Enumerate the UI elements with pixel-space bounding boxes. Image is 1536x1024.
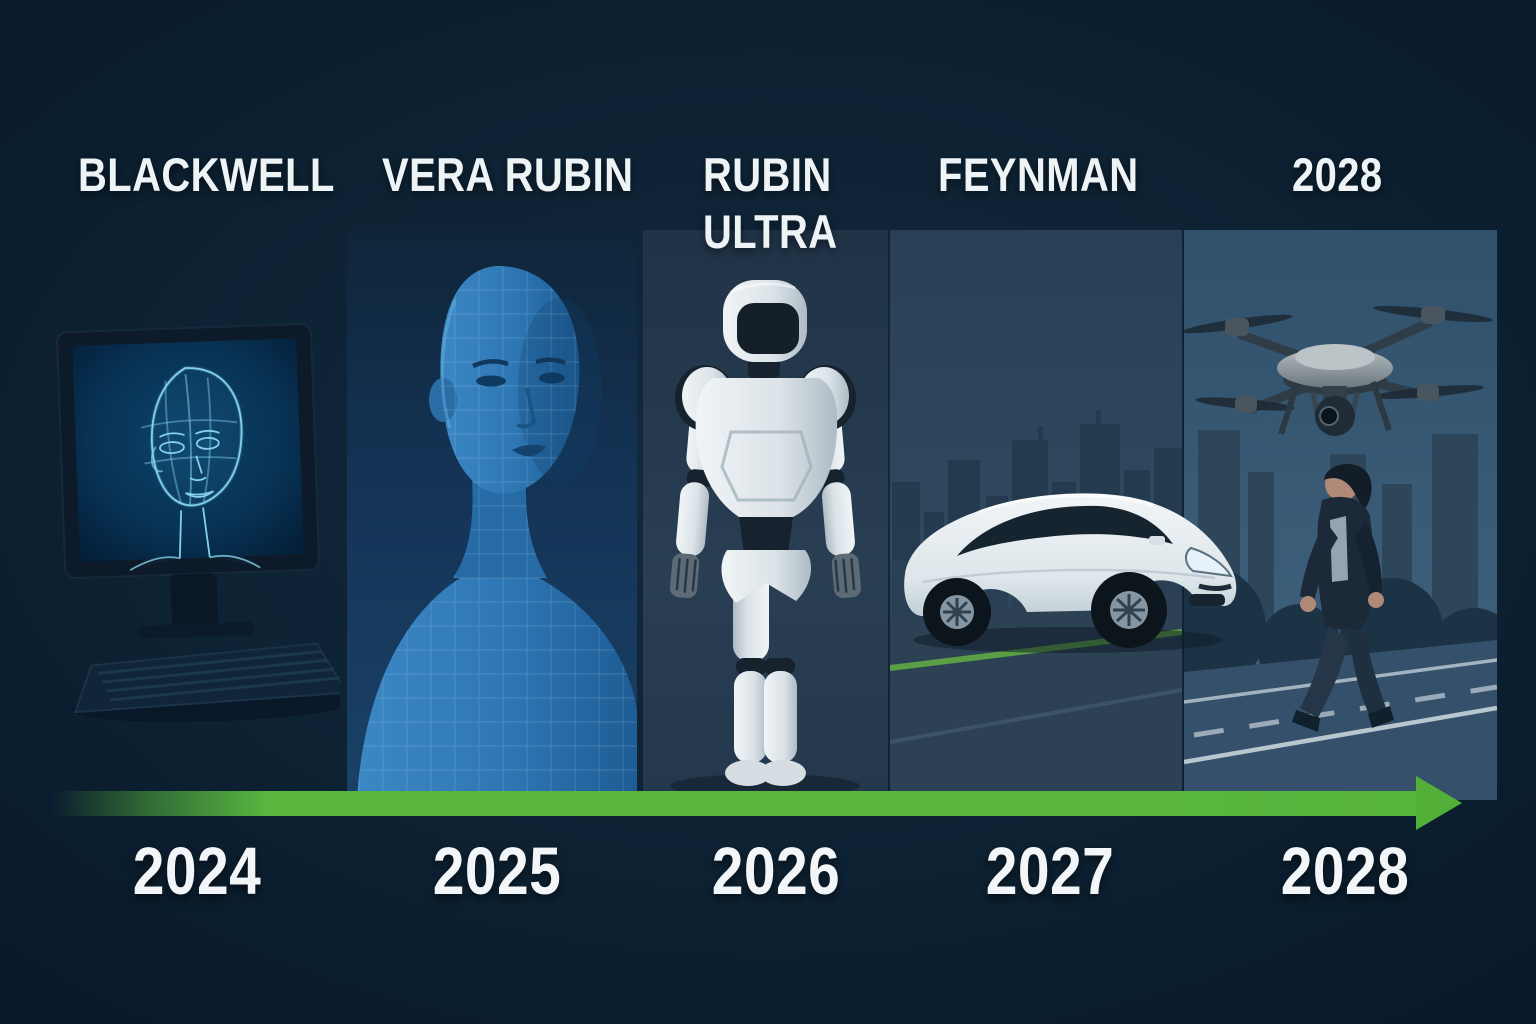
rubin-ultra-line2: ULTRA [703,205,838,258]
monitor-stand [170,573,219,629]
year-2027-text: 2027 [985,834,1115,909]
car-wheels [923,572,1167,648]
road-2028 [1184,640,1497,800]
humanoid-robot-icon [670,280,861,798]
bust-face [440,299,566,457]
year-label-2024: 2024 [121,833,272,910]
year-2024-text: 2024 [132,834,262,909]
milestone-title-vera-rubin-text: VERA RUBIN [382,148,634,201]
car-grille [1198,583,1232,591]
robot-head [723,280,807,378]
milestone-title-rubin-ultra-text: RUBIN ULTRA [703,146,838,260]
year-2026-text: 2026 [711,834,841,909]
milestone-title-2028: 2028 [1292,146,1399,203]
year-label-2025: 2025 [421,833,572,910]
year-2025-text: 2025 [432,834,562,909]
milestone-title-blackwell: BLACKWELL [78,146,380,203]
robot-torso [675,365,856,603]
car-front [1185,546,1233,606]
drone-camera-gimbal [1310,386,1360,436]
car-headlight [1185,546,1233,578]
drone-motors [1225,306,1445,413]
vera-rubin-panel [347,230,637,800]
scene-2028-panel [1184,230,1497,800]
wireframe-head-icon [129,367,261,571]
pedestrian-icon [1292,463,1394,732]
year-label-2027: 2027 [974,833,1125,910]
bust-shapes [357,266,637,800]
monitor-screen [72,338,304,562]
milestone-title-2028-text: 2028 [1292,148,1383,201]
rubin-ultra-line1: RUBIN [703,148,832,201]
drone-legs [1278,381,1392,435]
car-mirror [1149,536,1165,545]
monitor-base [138,622,255,639]
year-2028-text: 2028 [1280,834,1410,909]
milestone-title-feynman: FEYNMAN [938,146,1174,203]
monitor-with-wireframe-head-icon [56,323,340,722]
blue-wireframe-bust-icon [357,266,637,800]
milestone-title-feynman-text: FEYNMAN [938,148,1139,201]
milestone-title-rubin-ultra: RUBIN ULTRA [703,146,861,260]
drone-icon [1184,305,1493,436]
car-body [904,493,1237,616]
self-driving-car-icon [904,493,1237,653]
milestone-title-vera-rubin: VERA RUBIN [382,146,678,203]
year-label-2028: 2028 [1269,833,1420,910]
year-label-2026: 2026 [700,833,851,910]
keyboard-icon [73,642,340,714]
milestone-title-blackwell-text: BLACKWELL [78,148,335,201]
timeline-arrow-head [1416,776,1462,830]
rubin-ultra-panel [643,230,888,800]
timeline-arrow-shaft [52,791,1416,816]
